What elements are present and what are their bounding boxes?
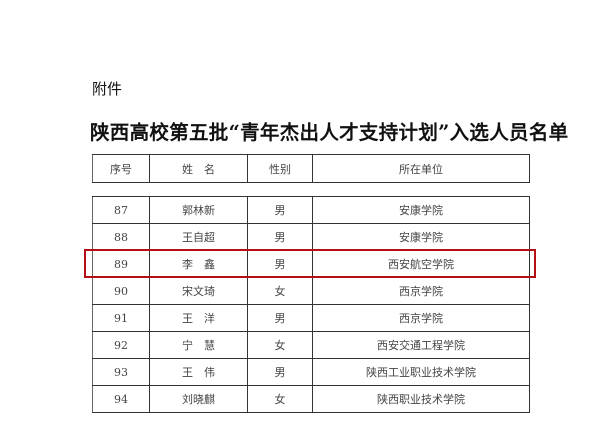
cell-gender: 男	[247, 304, 313, 332]
table-header: 序号 姓 名 性别 所在单位	[92, 154, 530, 183]
header-institution: 所在单位	[312, 154, 530, 183]
table-row: 94 刘晓麒女陕西职业技术学院	[92, 385, 530, 413]
cell-index: 90	[92, 277, 150, 305]
cell-institution: 陕西职业技术学院	[312, 385, 530, 413]
cell-gender: 男	[247, 223, 313, 251]
table-row: 93 王 伟男陕西工业职业技术学院	[92, 358, 530, 386]
cell-gender: 男	[247, 358, 313, 386]
cell-name: 刘晓麒	[149, 385, 248, 413]
highlight-box	[84, 249, 536, 278]
table-row: 87 郭林新男安康学院	[92, 196, 530, 224]
cell-gender: 男	[247, 196, 313, 224]
header-gender: 性别	[247, 154, 313, 183]
cell-name: 王 洋	[149, 304, 248, 332]
header-name: 姓 名	[149, 154, 248, 183]
cell-gender: 女	[247, 385, 313, 413]
cell-institution: 西安交通工程学院	[312, 331, 530, 359]
cell-index: 94	[92, 385, 150, 413]
cell-name: 王自超	[149, 223, 248, 251]
cell-index: 93	[92, 358, 150, 386]
cell-gender: 女	[247, 277, 313, 305]
cell-institution: 安康学院	[312, 223, 530, 251]
table-row: 92 宁 慧女西安交通工程学院	[92, 331, 530, 359]
header-index: 序号	[92, 154, 150, 183]
header-row: 序号 姓 名 性别 所在单位	[92, 154, 530, 183]
cell-index: 91	[92, 304, 150, 332]
document-title: 陕西高校第五批“青年杰出人才支持计划”入选人员名单	[90, 121, 569, 144]
attachment-label: 附件	[92, 80, 123, 98]
cell-index: 88	[92, 223, 150, 251]
cell-institution: 安康学院	[312, 196, 530, 224]
table-row: 90 宋文琦女西京学院	[92, 277, 530, 305]
candidate-table: 87 郭林新男安康学院 88 王自超男安康学院 89 李 鑫男西安航空学院 90 宋文琦女西京…	[92, 196, 530, 413]
table-row: 91 王 洋男西京学院	[92, 304, 530, 332]
cell-name: 郭林新	[149, 196, 248, 224]
cell-name: 王 伟	[149, 358, 248, 386]
cell-index: 87	[92, 196, 150, 224]
cell-name: 宁 慧	[149, 331, 248, 359]
cell-index: 89	[92, 250, 150, 278]
cell-institution: 西京学院	[312, 277, 530, 305]
cell-institution: 陕西工业职业技术学院	[312, 358, 530, 386]
cell-name: 宋文琦	[149, 277, 248, 305]
cell-gender: 女	[247, 331, 313, 359]
cell-institution: 西京学院	[312, 304, 530, 332]
table-row: 88 王自超男安康学院	[92, 223, 530, 251]
cell-name: 李 鑫	[149, 250, 248, 278]
cell-index: 92	[92, 331, 150, 359]
